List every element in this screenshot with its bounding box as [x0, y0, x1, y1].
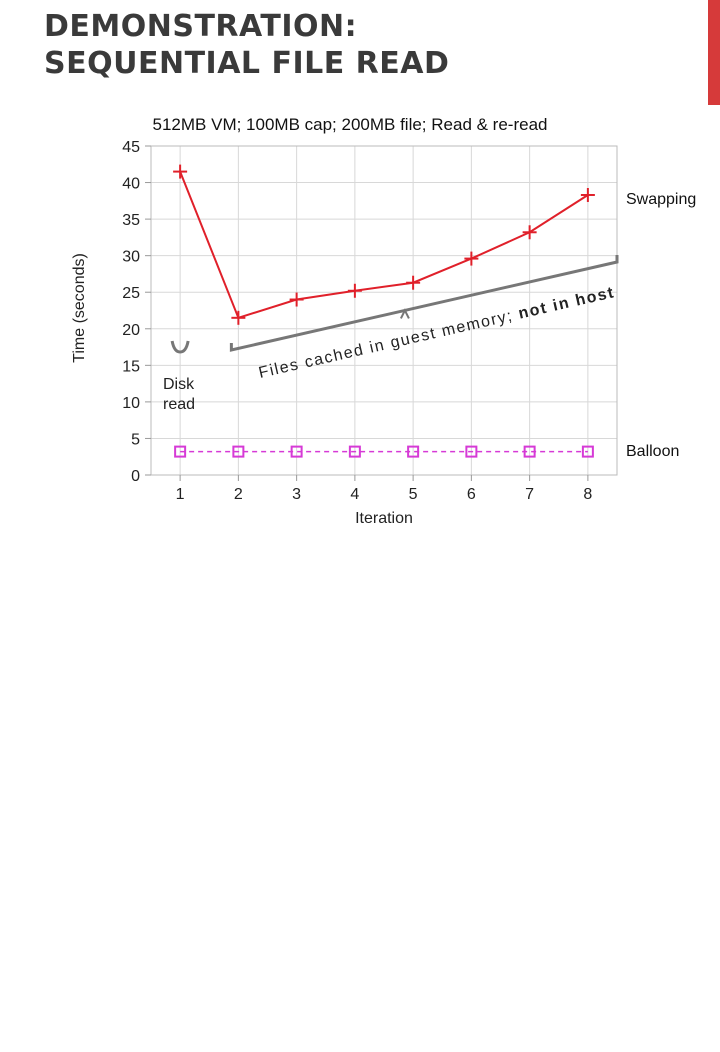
data-point	[407, 445, 420, 458]
data-point	[523, 445, 536, 458]
data-point	[522, 225, 537, 240]
data-point	[290, 445, 303, 458]
x-axis-ticks: 1 2 3 4 5 6 7 8	[176, 475, 592, 503]
y-tick-label: 20	[122, 322, 140, 339]
plot-frame	[150, 145, 618, 476]
series-swapping: Swapping	[173, 164, 696, 325]
x-tick-label: 5	[409, 486, 418, 503]
series-label: Balloon	[626, 443, 679, 460]
slide-number-wrap: 5	[693, 534, 713, 558]
x-axis-label: Iteration	[355, 510, 413, 527]
y-tick-label: 45	[122, 139, 140, 156]
data-point	[581, 445, 594, 458]
y-axis-label: Time (seconds)	[71, 253, 88, 363]
y-tick-label: 10	[122, 395, 140, 412]
x-tick-label: 2	[234, 486, 243, 503]
bracket-cached-notch	[400, 308, 410, 319]
data-point	[173, 164, 188, 179]
series-line	[179, 171, 589, 320]
y-tick-label: 0	[131, 468, 140, 485]
data-point	[231, 310, 246, 325]
y-tick-label: 35	[122, 212, 140, 229]
data-point	[580, 187, 595, 202]
y-tick-label: 25	[122, 285, 140, 302]
chart-title: 512MB VM; 100MB cap; 200MB file; Read & …	[153, 115, 548, 134]
data-point	[232, 445, 245, 458]
data-point	[289, 292, 304, 307]
bracket-disk-read	[170, 340, 190, 354]
y-tick-label: 40	[122, 176, 140, 193]
bracket-cached	[229, 255, 619, 352]
series-label: Swapping	[626, 191, 696, 208]
series: Swapping Balloon	[173, 164, 696, 460]
x-tick-label: 7	[525, 486, 534, 503]
accent-bar	[708, 0, 720, 105]
data-point	[174, 445, 187, 458]
data-point	[406, 275, 421, 290]
y-tick-label: 30	[122, 249, 140, 266]
series-balloon: Balloon	[174, 443, 679, 460]
title-line-1: DEMONSTRATION:	[44, 9, 358, 44]
x-tick-label: 3	[292, 486, 301, 503]
annotation-disk-read: Disk read	[163, 376, 195, 413]
sequential-read-chart: 512MB VM; 100MB cap; 200MB file; Read & …	[71, 115, 696, 527]
x-tick-label: 4	[350, 486, 359, 503]
data-point	[347, 283, 362, 298]
x-tick-label: 6	[467, 486, 476, 503]
title-line-2: SEQUENTIAL FILE READ	[44, 46, 450, 81]
slide-title: DEMONSTRATION: SEQUENTIAL FILE READ	[44, 8, 449, 82]
x-tick-label: 8	[583, 486, 592, 503]
data-point	[464, 251, 479, 266]
data-point	[465, 445, 478, 458]
x-tick-label: 1	[176, 486, 185, 503]
data-point	[348, 445, 361, 458]
y-tick-label: 5	[131, 431, 140, 448]
y-axis-ticks: 0 5 10 15 20 25 30 35 40 45	[122, 139, 151, 485]
y-tick-label: 15	[122, 358, 140, 375]
